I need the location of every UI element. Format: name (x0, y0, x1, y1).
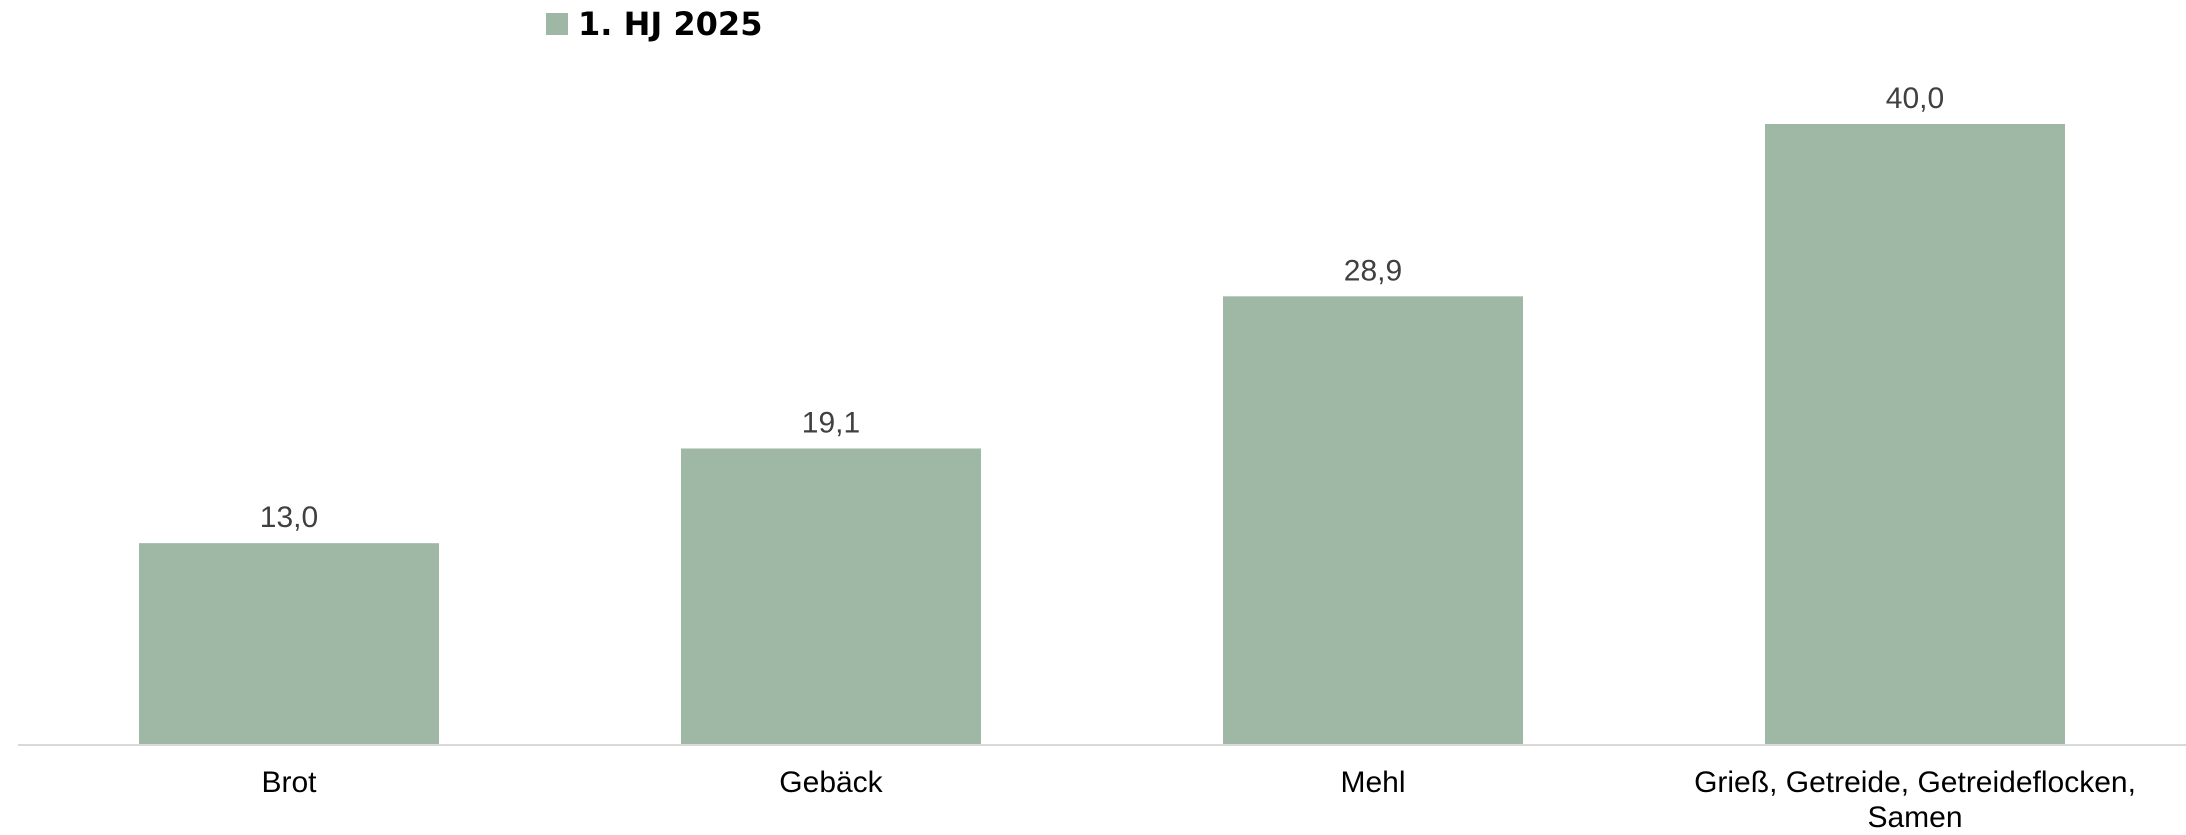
category-label-line: Grieß, Getreide, Getreideflocken, (1694, 766, 2136, 799)
category-label-line: Brot (261, 766, 317, 799)
category-label-line: Samen (1867, 801, 1962, 834)
data-label-1: 13,0 (260, 501, 318, 534)
category-label-1: Brot (261, 766, 317, 799)
data-label-4: 40,0 (1886, 82, 1944, 115)
bar-3 (1223, 296, 1523, 745)
data-label-2: 19,1 (802, 406, 860, 439)
data-labels: 13,0 19,1 28,9 40,0 (260, 82, 1944, 534)
category-label-2: Gebäck (779, 766, 883, 799)
category-label-4: Grieß, Getreide, Getreideflocken, Samen (1694, 766, 2136, 834)
legend-label: 1. HJ 2025 (578, 5, 762, 43)
data-label-3: 28,9 (1344, 254, 1402, 287)
bar-1 (139, 543, 439, 745)
legend: 1. HJ 2025 (546, 5, 762, 43)
legend-swatch (546, 13, 568, 35)
category-label-3: Mehl (1340, 766, 1405, 799)
category-label-line: Gebäck (779, 766, 883, 799)
bars (139, 124, 2065, 745)
category-labels: Brot Gebäck Mehl Grieß, Getreide, Getreidef… (261, 766, 2135, 834)
bar-4 (1765, 124, 2065, 745)
bar-2 (681, 448, 981, 745)
category-label-line: Mehl (1340, 766, 1405, 799)
